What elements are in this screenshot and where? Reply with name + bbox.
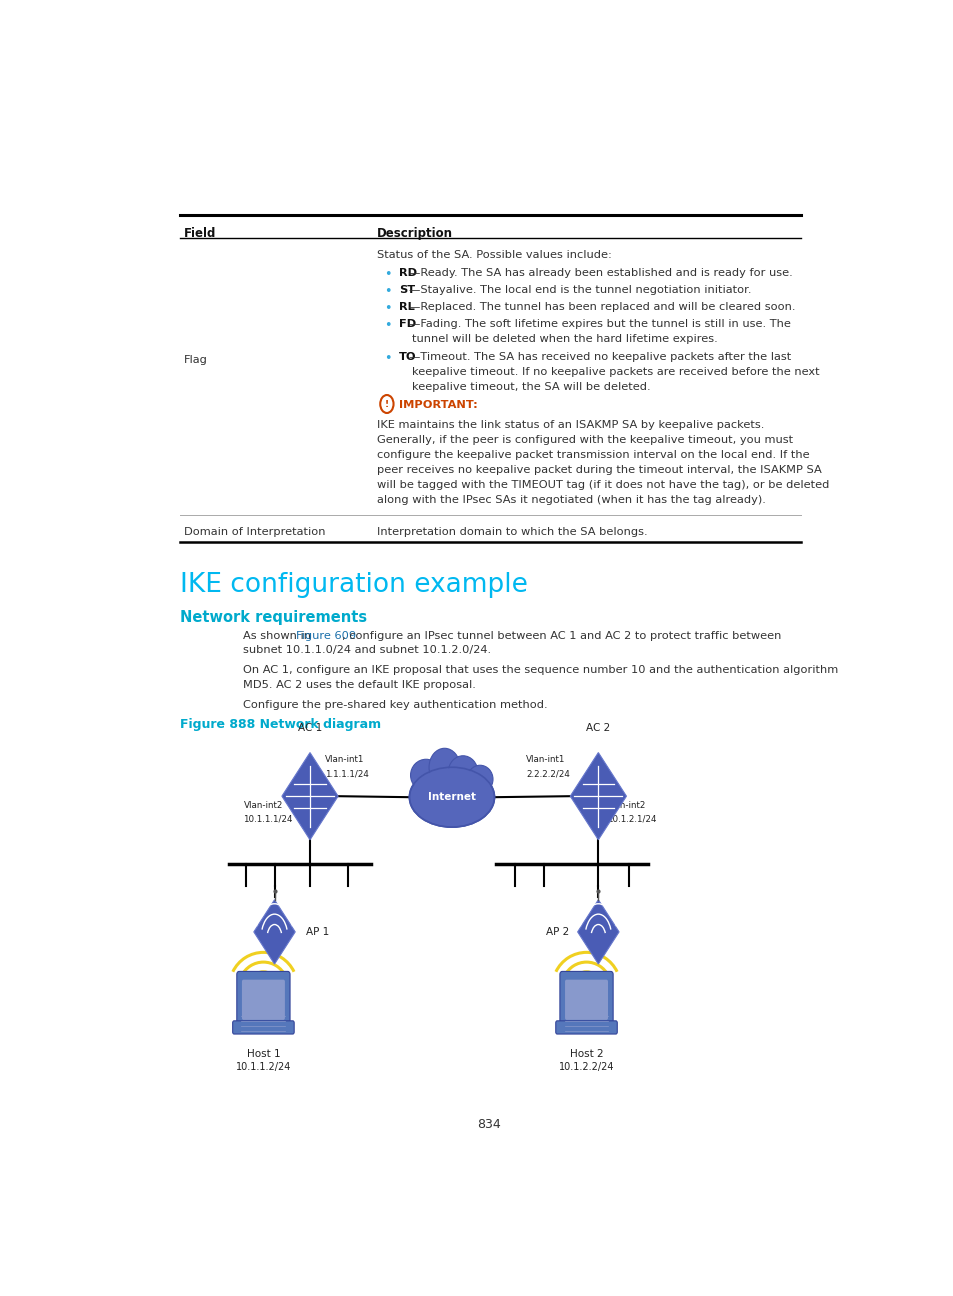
Text: —Timeout. The SA has received no keepalive packets after the last: —Timeout. The SA has received no keepali…	[409, 353, 791, 362]
Ellipse shape	[410, 759, 441, 791]
Text: •: •	[383, 285, 391, 298]
Polygon shape	[570, 753, 626, 840]
Polygon shape	[282, 753, 337, 840]
Text: , configure an IPsec tunnel between AC 1 and AC 2 to protect traffic between: , configure an IPsec tunnel between AC 1…	[341, 631, 781, 640]
Ellipse shape	[410, 769, 493, 826]
Text: •: •	[383, 302, 391, 315]
Text: 2.2.2.2/24: 2.2.2.2/24	[525, 770, 569, 778]
Text: Vlan-int1: Vlan-int1	[324, 756, 364, 765]
Polygon shape	[253, 899, 294, 964]
Text: Field: Field	[183, 227, 215, 240]
Ellipse shape	[409, 767, 494, 827]
Text: peer receives no keepalive packet during the timeout interval, the ISAKMP SA: peer receives no keepalive packet during…	[376, 465, 821, 474]
Polygon shape	[577, 899, 618, 964]
Text: Network requirements: Network requirements	[180, 609, 367, 625]
Text: Generally, if the peer is configured with the keepalive timeout, you must: Generally, if the peer is configured wit…	[376, 435, 792, 445]
Text: will be tagged with the TIMEOUT tag (if it does not have the tag), or be deleted: will be tagged with the TIMEOUT tag (if …	[376, 480, 828, 490]
FancyBboxPatch shape	[236, 972, 290, 1026]
Text: AP 2: AP 2	[545, 927, 568, 937]
Text: Host 2: Host 2	[569, 1048, 602, 1059]
Text: TO: TO	[398, 353, 416, 362]
Text: Host 1: Host 1	[247, 1048, 280, 1059]
Text: keepalive timeout. If no keepalive packets are received before the next: keepalive timeout. If no keepalive packe…	[412, 367, 819, 377]
Text: IKE configuration example: IKE configuration example	[180, 572, 527, 597]
FancyBboxPatch shape	[564, 980, 607, 1020]
FancyBboxPatch shape	[242, 980, 285, 1020]
Text: •: •	[383, 353, 391, 365]
Text: AC 1: AC 1	[297, 723, 322, 734]
Text: Status of the SA. Possible values include:: Status of the SA. Possible values includ…	[376, 250, 611, 260]
Text: AP 1: AP 1	[305, 927, 329, 937]
Text: •: •	[383, 319, 391, 332]
Text: along with the IPsec SAs it negotiated (when it has the tag already).: along with the IPsec SAs it negotiated (…	[376, 495, 764, 505]
Text: Figure 609: Figure 609	[295, 631, 355, 640]
Text: As shown in: As shown in	[243, 631, 314, 640]
Text: Vlan-int1: Vlan-int1	[525, 756, 565, 765]
Text: —Fading. The soft lifetime expires but the tunnel is still in use. The: —Fading. The soft lifetime expires but t…	[409, 319, 790, 329]
Text: •: •	[383, 268, 391, 281]
Text: RL: RL	[398, 302, 414, 312]
Ellipse shape	[429, 748, 459, 787]
Text: keepalive timeout, the SA will be deleted.: keepalive timeout, the SA will be delete…	[412, 382, 650, 393]
Text: 10.1.2.1/24: 10.1.2.1/24	[606, 814, 656, 823]
Text: Vlan-int2: Vlan-int2	[606, 801, 646, 810]
Text: tunnel will be deleted when the hard lifetime expires.: tunnel will be deleted when the hard lif…	[412, 334, 717, 345]
Text: subnet 10.1.1.0/24 and subnet 10.1.2.0/24.: subnet 10.1.1.0/24 and subnet 10.1.2.0/2…	[243, 645, 491, 656]
Text: Description: Description	[376, 227, 452, 240]
Ellipse shape	[467, 765, 493, 793]
Text: —Ready. The SA has already been established and is ready for use.: —Ready. The SA has already been establis…	[409, 268, 792, 279]
Text: 1.1.1.1/24: 1.1.1.1/24	[324, 770, 368, 778]
Text: MD5. AC 2 uses the default IKE proposal.: MD5. AC 2 uses the default IKE proposal.	[243, 680, 476, 691]
Text: Interpretation domain to which the SA belongs.: Interpretation domain to which the SA be…	[376, 526, 646, 537]
Text: Flag: Flag	[183, 355, 207, 365]
Text: AC 2: AC 2	[585, 723, 610, 734]
Text: —Stayalive. The local end is the tunnel negotiation initiator.: —Stayalive. The local end is the tunnel …	[409, 285, 751, 295]
Text: On AC 1, configure an IKE proposal that uses the sequence number 10 and the auth: On AC 1, configure an IKE proposal that …	[243, 665, 838, 675]
Text: IKE maintains the link status of an ISAKMP SA by keepalive packets.: IKE maintains the link status of an ISAK…	[376, 420, 763, 430]
FancyBboxPatch shape	[233, 1021, 294, 1034]
FancyBboxPatch shape	[559, 972, 613, 1026]
Text: Internet: Internet	[428, 792, 476, 802]
Text: ST: ST	[398, 285, 415, 295]
Text: RD: RD	[398, 268, 416, 279]
Text: 10.1.2.2/24: 10.1.2.2/24	[558, 1061, 614, 1072]
Text: !: !	[384, 399, 389, 408]
Text: 10.1.1.1/24: 10.1.1.1/24	[243, 814, 293, 823]
Text: 10.1.1.2/24: 10.1.1.2/24	[235, 1061, 291, 1072]
Text: Figure 888 Network diagram: Figure 888 Network diagram	[180, 718, 380, 731]
Text: configure the keepalive packet transmission interval on the local end. If the: configure the keepalive packet transmiss…	[376, 450, 808, 460]
Text: Domain of Interpretation: Domain of Interpretation	[183, 526, 325, 537]
Text: —Replaced. The tunnel has been replaced and will be cleared soon.: —Replaced. The tunnel has been replaced …	[409, 302, 795, 312]
Ellipse shape	[448, 756, 477, 789]
FancyBboxPatch shape	[556, 1021, 617, 1034]
Text: Vlan-int2: Vlan-int2	[243, 801, 282, 810]
Text: Configure the pre-shared key authentication method.: Configure the pre-shared key authenticat…	[243, 700, 548, 710]
Text: FD: FD	[398, 319, 416, 329]
Text: 834: 834	[476, 1118, 500, 1131]
Text: IMPORTANT:: IMPORTANT:	[398, 400, 476, 410]
